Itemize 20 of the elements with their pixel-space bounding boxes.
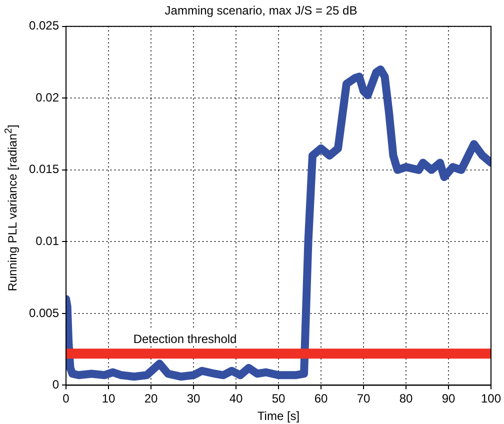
x-axis-title: Time [s] bbox=[257, 409, 300, 424]
y-tick-label: 0 bbox=[52, 378, 60, 392]
x-tick-label: 80 bbox=[399, 392, 413, 406]
y-tick-label: 0.025 bbox=[29, 18, 60, 33]
x-tick-label: 60 bbox=[314, 392, 328, 406]
y-tick-label: 0.01 bbox=[36, 234, 60, 248]
chart-title: Jamming scenario, max J/S = 25 dB bbox=[164, 4, 358, 18]
x-tick-label: 40 bbox=[229, 392, 244, 406]
x-tick-label: 20 bbox=[144, 392, 158, 406]
ref-line-label: Detection threshold bbox=[133, 332, 237, 346]
x-tick-label: 30 bbox=[186, 392, 201, 406]
x-tick-label: 90 bbox=[442, 392, 456, 406]
y-tick-label: 0.005 bbox=[29, 306, 60, 320]
x-tick-label: 10 bbox=[102, 392, 116, 406]
x-tick-label: 100 bbox=[480, 392, 502, 406]
x-tick-label: 50 bbox=[272, 392, 286, 406]
y-tick-label: 0.015 bbox=[29, 162, 60, 176]
x-tick-label: 70 bbox=[356, 392, 370, 406]
x-tick-label: 0 bbox=[62, 392, 70, 406]
y-tick-label: 0.02 bbox=[36, 90, 60, 104]
